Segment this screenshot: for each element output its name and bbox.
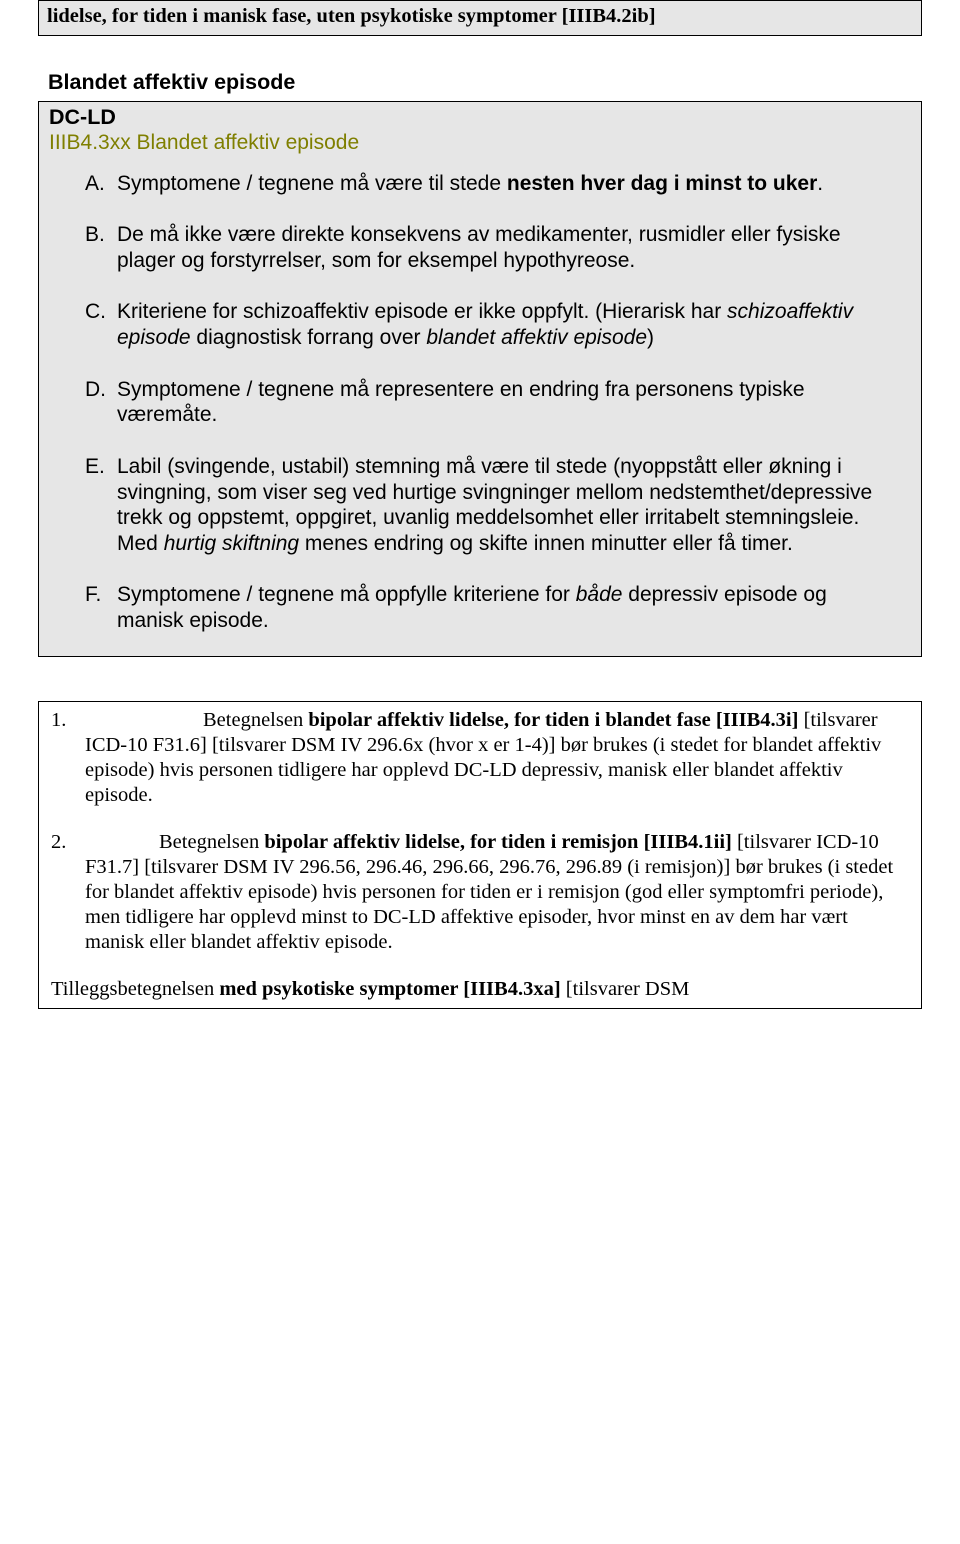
criterion-a: A. Symptomene / tegnene må være til sted… bbox=[85, 171, 911, 197]
criterion-letter: E. bbox=[85, 454, 117, 556]
criterion-f: F. Symptomene / tegnene må oppfylle krit… bbox=[85, 582, 911, 633]
criterion-body: De må ikke være direkte konsekvens av me… bbox=[117, 222, 911, 273]
top-box-text: lidelse, for tiden i manisk fase, uten p… bbox=[47, 4, 913, 30]
criterion-body: Symptomene / tegnene må oppfylle kriteri… bbox=[117, 582, 911, 633]
tail-bold: med psykotiske symptomer [IIIB4.3xa] bbox=[219, 978, 560, 1000]
note-2: 2. Betegnelsen bipolar affektiv lidelse,… bbox=[51, 830, 909, 955]
criterion-f-pre: Symptomene / tegnene må oppfylle kriteri… bbox=[117, 583, 576, 606]
criterion-letter: B. bbox=[85, 222, 117, 273]
criterion-body: Symptomene / tegnene må representere en … bbox=[117, 377, 911, 428]
criterion-body: Kriteriene for schizoaffektiv episode er… bbox=[117, 299, 911, 350]
criterion-letter: D. bbox=[85, 377, 117, 428]
note1-pre: Betegnelsen bbox=[203, 709, 308, 731]
criterion-body: Symptomene / tegnene må være til stede n… bbox=[117, 171, 911, 197]
trailing-line: Tilleggsbetegnelsen med psykotiske sympt… bbox=[51, 977, 909, 1002]
section-heading: Blandet affektiv episode bbox=[48, 70, 922, 95]
criterion-e: E. Labil (svingende, ustabil) stemning m… bbox=[85, 454, 911, 556]
criterion-b: B. De må ikke være direkte konsekvens av… bbox=[85, 222, 911, 273]
top-continuation-box: lidelse, for tiden i manisk fase, uten p… bbox=[38, 0, 922, 36]
tail-pre: Tilleggsbetegnelsen bbox=[51, 978, 219, 1000]
criterion-a-pre: Symptomene / tegnene må være til stede bbox=[117, 172, 507, 195]
criterion-a-post: . bbox=[817, 172, 823, 195]
diagnosis-code: IIIB4.3xx Blandet affektiv episode bbox=[49, 131, 911, 155]
criterion-c-post: ) bbox=[647, 326, 654, 349]
dcld-label: DC-LD bbox=[49, 105, 911, 130]
note-body: Betegnelsen bipolar affektiv lidelse, fo… bbox=[85, 708, 909, 808]
criterion-c-it2: blandet affektiv episode bbox=[426, 326, 647, 349]
note-number: 2. bbox=[51, 830, 85, 955]
criteria-list: A. Symptomene / tegnene må være til sted… bbox=[49, 171, 911, 634]
note1-bold: bipolar affektiv lidelse, for tiden i bl… bbox=[308, 709, 798, 731]
note2-pre: Betegnelsen bbox=[159, 831, 264, 853]
criterion-e-post: menes endring og skifte innen minutter e… bbox=[299, 532, 793, 555]
criterion-d: D. Symptomene / tegnene må representere … bbox=[85, 377, 911, 428]
criteria-box: DC-LD IIIB4.3xx Blandet affektiv episode… bbox=[38, 101, 922, 657]
criterion-f-it: både bbox=[576, 583, 623, 606]
tail-post: [tilsvarer DSM bbox=[561, 978, 690, 1000]
criterion-e-it: hurtig skiftning bbox=[164, 532, 299, 555]
criterion-a-bold: nesten hver dag i minst to uker bbox=[507, 172, 817, 195]
criterion-letter: A. bbox=[85, 171, 117, 197]
criterion-body: Labil (svingende, ustabil) stemning må v… bbox=[117, 454, 911, 556]
criterion-c-mid: diagnostisk forrang over bbox=[191, 326, 427, 349]
note2-bold: bipolar affektiv lidelse, for tiden i re… bbox=[264, 831, 732, 853]
criterion-letter: F. bbox=[85, 582, 117, 633]
page: lidelse, for tiden i manisk fase, uten p… bbox=[0, 0, 960, 1019]
criterion-c-pre: Kriteriene for schizoaffektiv episode er… bbox=[117, 300, 727, 323]
criterion-c: C. Kriteriene for schizoaffektiv episode… bbox=[85, 299, 911, 350]
notes-box: 1. Betegnelsen bipolar affektiv lidelse,… bbox=[38, 701, 922, 1009]
note-number: 1. bbox=[51, 708, 85, 808]
note-body: Betegnelsen bipolar affektiv lidelse, fo… bbox=[85, 830, 909, 955]
note-1: 1. Betegnelsen bipolar affektiv lidelse,… bbox=[51, 708, 909, 808]
criterion-letter: C. bbox=[85, 299, 117, 350]
